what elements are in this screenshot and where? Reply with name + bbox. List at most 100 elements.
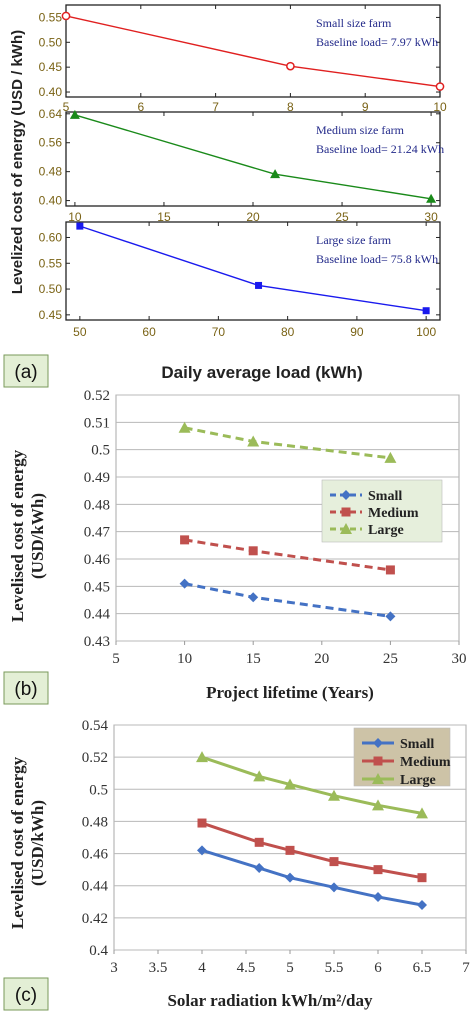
y-tick-label: 0.50 bbox=[39, 35, 63, 49]
chart-c-radiation: 0.54 0.52 0.5 0.48 0.46 0.44 0.42 0.43 3.5 4 4.5 5 5… bbox=[82, 718, 471, 976]
x-tick-label: 6 bbox=[374, 960, 382, 976]
panel-a-label-box bbox=[3, 354, 49, 388]
panel-a-label-text: (a) bbox=[14, 362, 37, 383]
x-tick-label: 100 bbox=[416, 325, 436, 339]
x-tick-label: 25 bbox=[335, 210, 349, 224]
x-tick-label: 3.5 bbox=[149, 960, 168, 976]
x-tick-label: 50 bbox=[73, 325, 87, 339]
panel-c-label-box bbox=[3, 977, 49, 1011]
chart-a-small: 5 6 7 8 9 10 0.55 0.50 0.45 0.40 Small size farm Ba… bbox=[39, 4, 447, 114]
data-point-large bbox=[253, 770, 266, 782]
data-point bbox=[435, 82, 445, 91]
y-tick-label: 0.48 bbox=[84, 497, 110, 513]
x-tick-label: 4 bbox=[198, 960, 206, 976]
panel-a-ylabel: Levelized cost of energy (USD / kWh) bbox=[9, 30, 26, 294]
panel-c-label: (c) bbox=[3, 977, 49, 1011]
data-point bbox=[61, 11, 71, 21]
y-tick-label: 0.54 bbox=[82, 718, 109, 734]
legend-swatch-marker bbox=[341, 490, 351, 500]
x-tick-label: 9 bbox=[362, 100, 369, 114]
y-tick-label: 0.64 bbox=[39, 107, 63, 121]
x-tick-label: 6 bbox=[137, 100, 144, 114]
x-tick-label: 10 bbox=[177, 651, 192, 667]
panel-b-label-text: (b) bbox=[14, 679, 37, 700]
y-tick-label: 0.44 bbox=[82, 879, 109, 895]
data-point-small bbox=[197, 845, 207, 856]
x-tick-label: 8 bbox=[287, 100, 294, 114]
x-tick-label: 5 bbox=[63, 100, 70, 114]
x-tick-label: 5.5 bbox=[325, 960, 344, 976]
data-point-large bbox=[328, 789, 340, 801]
panel-c-label-text: (c) bbox=[15, 985, 37, 1006]
data-point-large bbox=[416, 807, 428, 819]
legend-swatch-marker bbox=[373, 738, 383, 748]
y-tick-label: 0.40 bbox=[39, 85, 63, 99]
y-tick-label: 0.5 bbox=[91, 443, 110, 459]
data-point-large bbox=[384, 451, 397, 463]
data-point-small bbox=[254, 863, 265, 874]
x-tick-label: 3 bbox=[110, 960, 118, 976]
y-tick-label: 0.46 bbox=[84, 552, 111, 568]
data-point-medium bbox=[417, 873, 427, 883]
y-tick-label: 0.55 bbox=[39, 256, 63, 270]
data-point bbox=[255, 281, 263, 289]
y-tick-label: 0.51 bbox=[84, 415, 110, 431]
panel-c-ylabel-line1: Levelised cost of energy bbox=[8, 756, 27, 929]
y-tick-label: 0.45 bbox=[39, 308, 63, 322]
series-line-medium bbox=[184, 538, 391, 572]
y-tick-label: 0.43 bbox=[84, 634, 110, 650]
panel-a-xlabel: Daily average load (kWh) bbox=[161, 363, 362, 382]
x-tick-label: 15 bbox=[246, 651, 261, 667]
panel-b-label: (b) bbox=[3, 671, 49, 705]
legend-label: Large bbox=[400, 773, 436, 788]
baseline-load-annotation: Baseline load= 75.8 kWh bbox=[316, 252, 438, 266]
legend-swatch-marker bbox=[372, 773, 384, 784]
series-line-small bbox=[201, 848, 423, 907]
data-point-medium bbox=[197, 818, 207, 828]
data-point bbox=[422, 307, 430, 315]
data-point-medium bbox=[329, 857, 339, 867]
chart-a-large: 50 60 70 80 90 100 0.60 0.55 0.50 0.45 Large size … bbox=[39, 221, 441, 339]
y-tick-label: 0.40 bbox=[39, 194, 63, 208]
farm-size-annotation: Large size farm bbox=[316, 233, 392, 247]
y-tick-label: 0.45 bbox=[39, 60, 63, 74]
data-point-medium bbox=[248, 546, 258, 556]
farm-size-annotation: Medium size farm bbox=[316, 123, 405, 137]
data-point-small bbox=[417, 900, 427, 910]
chart-a-medium: 10 15 20 25 30 0.64 0.56 0.48 0.40 Medium size fa… bbox=[39, 107, 444, 224]
x-tick-label: 5 bbox=[112, 651, 120, 667]
x-tick-label: 20 bbox=[314, 651, 329, 667]
legend-label: Medium bbox=[400, 755, 451, 770]
y-tick-label: 0.50 bbox=[39, 282, 63, 296]
x-tick-label: 90 bbox=[350, 325, 364, 339]
data-point-small bbox=[248, 592, 259, 603]
x-tick-label: 70 bbox=[212, 325, 226, 339]
series-line-small bbox=[184, 582, 391, 618]
y-tick-label: 0.47 bbox=[84, 525, 111, 541]
y-tick-label: 0.49 bbox=[84, 470, 110, 486]
data-point-large bbox=[196, 751, 208, 763]
data-point-medium bbox=[373, 865, 383, 875]
data-point bbox=[69, 109, 80, 119]
x-tick-label: 7 bbox=[212, 100, 219, 114]
data-point bbox=[270, 169, 281, 179]
panel-b-ylabel-line1: Levelised cost of energy bbox=[8, 449, 27, 622]
y-tick-label: 0.48 bbox=[82, 814, 108, 830]
x-tick-label: 10 bbox=[433, 100, 447, 114]
y-tick-label: 0.46 bbox=[82, 847, 109, 863]
panel-b-xlabel: Project lifetime (Years) bbox=[206, 683, 374, 702]
legend-swatch-marker bbox=[340, 523, 352, 534]
chart-b-lifetime: 0.52 0.51 0.5 0.49 0.48 0.47 0.46 0.45 0.44 0.435… bbox=[84, 388, 467, 667]
y-tick-label: 0.48 bbox=[39, 165, 63, 179]
x-tick-label: 30 bbox=[452, 651, 467, 667]
data-point-small bbox=[179, 578, 190, 589]
data-point-medium bbox=[254, 837, 264, 847]
y-tick-label: 0.60 bbox=[39, 230, 63, 244]
x-tick-label: 10 bbox=[68, 210, 82, 224]
x-tick-label: 20 bbox=[246, 210, 260, 224]
y-tick-label: 0.5 bbox=[89, 782, 108, 798]
x-tick-label: 60 bbox=[142, 325, 156, 339]
y-tick-label: 0.4 bbox=[89, 943, 108, 959]
x-tick-label: 30 bbox=[424, 210, 438, 224]
y-tick-label: 0.52 bbox=[82, 750, 108, 766]
